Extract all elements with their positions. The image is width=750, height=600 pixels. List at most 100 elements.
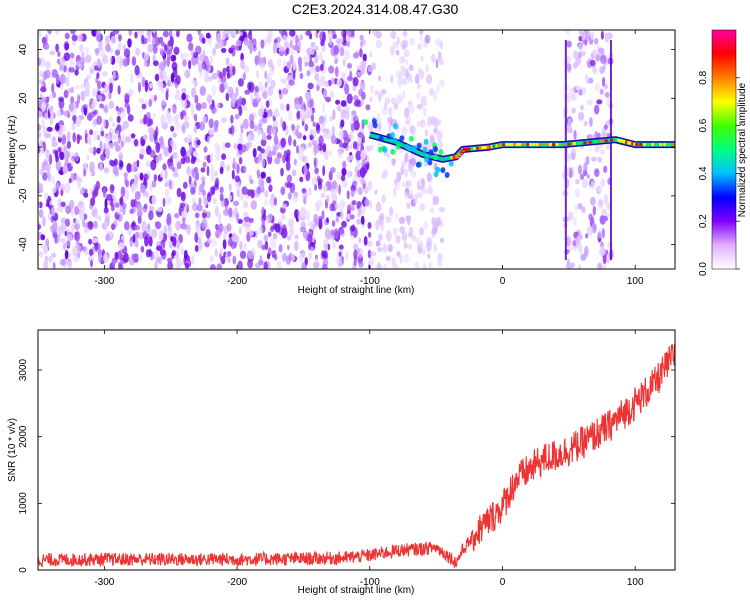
spectrogram-cell (595, 82, 600, 92)
spectrogram-cell (92, 190, 96, 200)
spectrogram-cell (170, 125, 175, 132)
spectrogram-cell (70, 30, 76, 35)
snr-series-line (38, 344, 675, 568)
spectrogram-cell (221, 141, 226, 153)
spectrogram-cell (206, 165, 210, 177)
spectrogram-cell (591, 156, 597, 162)
spectrogram-cell (322, 184, 328, 193)
spectrogram-track-segment (562, 143, 566, 147)
spectrogram-cell (40, 234, 46, 241)
spectrogram-x-tick-label: 100 (627, 276, 644, 287)
spectrogram-cell (184, 69, 191, 79)
spectrogram-cell (159, 249, 166, 256)
spectrogram-cell (420, 55, 424, 62)
spectrogram-cell (407, 100, 413, 106)
spectrogram-cell (85, 54, 92, 63)
spectrogram-cell (439, 237, 444, 244)
spectrogram-cell (68, 178, 72, 184)
spectrogram-track-segment (535, 143, 539, 147)
spectrogram-cell (341, 167, 347, 176)
spectrogram-cell (182, 217, 186, 224)
spectrogram-cell (303, 155, 308, 164)
spectrogram-cell (128, 88, 134, 97)
spectrogram-cell (51, 252, 57, 258)
spectrogram-cell (266, 35, 272, 44)
spectrogram-cell (152, 30, 156, 34)
spectrogram-cell (92, 146, 97, 156)
spectrogram-cell (212, 47, 217, 56)
spectrogram-cell (244, 89, 251, 95)
spectrogram-cell (139, 172, 144, 181)
spectrogram-cell (108, 116, 113, 122)
spectrogram-cell (64, 32, 70, 40)
spectrogram-cell (402, 39, 409, 48)
spectrogram-cell (156, 257, 161, 263)
spectrogram-cell (399, 252, 403, 264)
spectrogram-cell (130, 199, 135, 208)
spectrogram-cell (286, 174, 293, 183)
spectrogram-cell (117, 85, 121, 95)
spectrogram-cell (314, 53, 319, 64)
spectrogram-cell (39, 70, 43, 78)
spectrogram-x-tick-label: -300 (94, 276, 114, 287)
spectrogram-cell (121, 107, 126, 119)
spectrogram-cell (62, 164, 68, 175)
spectrogram-cell (349, 143, 353, 150)
spectrogram-cell (247, 250, 254, 260)
spectrogram-cell (66, 239, 71, 247)
spectrogram-cell (59, 151, 65, 161)
spectrogram-cell (272, 232, 278, 240)
spectrogram-cell (358, 237, 361, 244)
spectrogram-cell (342, 58, 346, 67)
spectrogram-cell (597, 156, 603, 163)
spectrogram-cell (118, 34, 122, 42)
spectrogram-cell (321, 45, 325, 52)
spectrogram-cell (198, 121, 206, 131)
spectrogram-cell (165, 195, 171, 206)
spectrogram-cell (85, 46, 90, 55)
spectrogram-cell (305, 30, 312, 36)
spectrogram-cell (42, 216, 46, 227)
spectrogram-cell (585, 156, 590, 166)
spectrogram-cell (268, 213, 273, 222)
spectrogram-cell (382, 243, 388, 253)
spectrogram-y-tick-label: 0 (18, 144, 29, 150)
spectrogram-cell (144, 191, 149, 199)
spectrogram-track-segment (558, 143, 562, 147)
spectrogram-track-segment (594, 140, 597, 144)
spectrogram-cell (237, 78, 244, 87)
spectrogram-cell (239, 241, 243, 250)
spectrogram-cell (579, 30, 582, 35)
spectrogram-cell (63, 145, 68, 155)
spectrogram-cell (238, 105, 243, 116)
spectrogram-cell (596, 99, 603, 105)
spectrogram-cell (334, 203, 340, 209)
spectrogram-cell (225, 57, 230, 66)
spectrogram-cell (314, 45, 319, 51)
spectrogram-cell (584, 74, 589, 84)
spectrogram-cell (399, 226, 406, 234)
spectrogram-cell (153, 60, 159, 67)
spectrogram-cell (180, 52, 184, 61)
spectrogram-track-segment (615, 138, 619, 142)
spectrogram-cell (433, 242, 438, 253)
spectrogram-cell (149, 149, 156, 158)
spectrogram-cell (84, 188, 88, 195)
spectrogram-cell (99, 140, 103, 151)
spectrogram-cell (164, 44, 168, 52)
spectrogram-cell (122, 58, 129, 67)
spectrogram-cell (398, 216, 406, 225)
spectrogram-cell (254, 55, 260, 66)
spectrogram-cell (341, 220, 347, 228)
spectrogram-cell (261, 132, 267, 141)
spectrogram-cell (401, 55, 405, 64)
spectrogram-cell (368, 231, 372, 238)
spectrogram-track-blob (382, 146, 388, 153)
spectrogram-cell (214, 248, 218, 257)
spectrogram-y-tick-label: -40 (18, 237, 29, 252)
spectrogram-cell (51, 175, 56, 185)
spectrogram-cell (288, 79, 295, 86)
spectrogram-cell (151, 194, 157, 206)
spectrogram-cell (378, 91, 382, 103)
spectrogram-cell (227, 250, 232, 257)
